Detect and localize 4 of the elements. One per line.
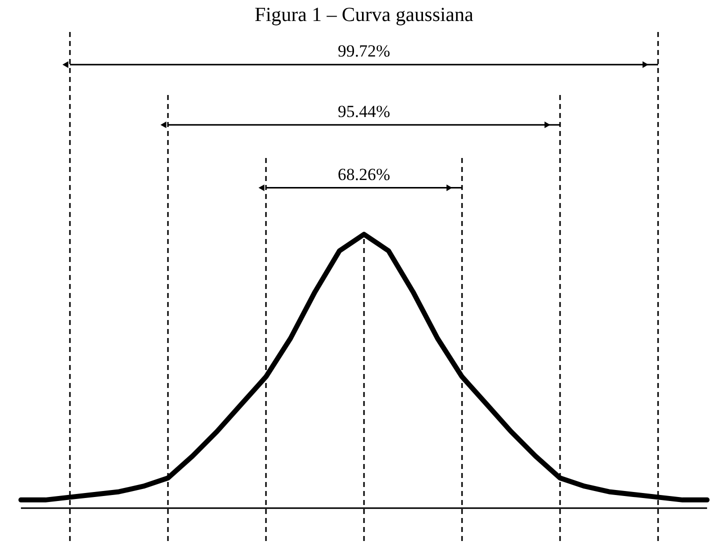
text: 68.26% (338, 164, 390, 184)
text: 99.72% (338, 42, 390, 61)
text: 95.44% (338, 102, 390, 121)
chart-title: Figura 1 – Curva gaussiana (254, 4, 474, 26)
